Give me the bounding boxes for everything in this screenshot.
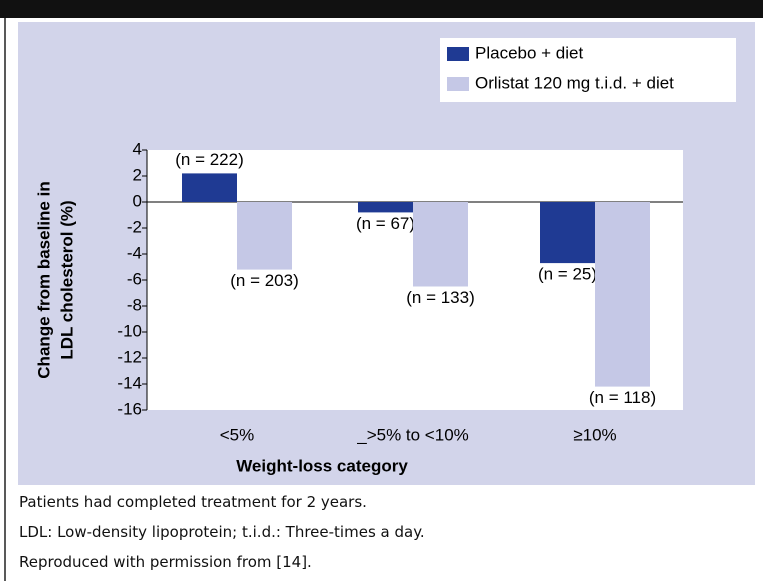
- footnote: Reproduced with permission from [14].: [19, 553, 312, 571]
- y-tick-label: -2: [127, 217, 142, 236]
- y-tick-label: -4: [127, 243, 142, 262]
- bar-annotation: (n = 222): [175, 150, 244, 169]
- bar: [182, 173, 237, 202]
- bar: [540, 202, 595, 264]
- legend: [440, 38, 736, 102]
- y-tick-label: -12: [117, 347, 142, 366]
- y-axis-title: LDL cholesterol (%): [57, 200, 76, 359]
- y-tick-label: -10: [117, 321, 142, 340]
- y-tick-label: -14: [117, 373, 142, 392]
- legend-label: Orlistat 120 mg t.i.d. + diet: [475, 73, 674, 92]
- x-tick-label: <5%: [220, 425, 255, 444]
- x-axis-title: Weight-loss category: [236, 456, 408, 475]
- bar-annotation: (n = 25): [538, 265, 597, 284]
- bar-annotation: (n = 203): [230, 271, 299, 290]
- y-tick-label: 0: [133, 191, 142, 210]
- header-bar: [0, 0, 763, 18]
- y-tick-label: 2: [133, 165, 142, 184]
- footnote: Patients had completed treatment for 2 y…: [19, 493, 367, 511]
- y-tick-label: -6: [127, 269, 142, 288]
- x-tick-label: ≥10%: [573, 425, 616, 444]
- y-tick-label: 4: [133, 139, 142, 158]
- bar: [595, 202, 650, 387]
- footnote: LDL: Low-density lipoprotein; t.i.d.: Th…: [19, 523, 425, 541]
- bar: [413, 202, 468, 287]
- legend-label: Placebo + diet: [475, 43, 583, 62]
- bar: [237, 202, 292, 270]
- bar-annotation: (n = 67): [356, 214, 415, 233]
- y-tick-label: -8: [127, 295, 142, 314]
- y-tick-label: -16: [117, 399, 142, 418]
- legend-swatch: [447, 77, 469, 91]
- y-axis-title: Change from baseline in: [34, 181, 53, 378]
- x-tick-label: _>5% to <10%: [356, 425, 469, 444]
- bar-annotation: (n = 118): [589, 388, 656, 407]
- legend-swatch: [447, 47, 469, 61]
- bar-annotation: (n = 133): [406, 288, 475, 307]
- bar: [358, 202, 413, 213]
